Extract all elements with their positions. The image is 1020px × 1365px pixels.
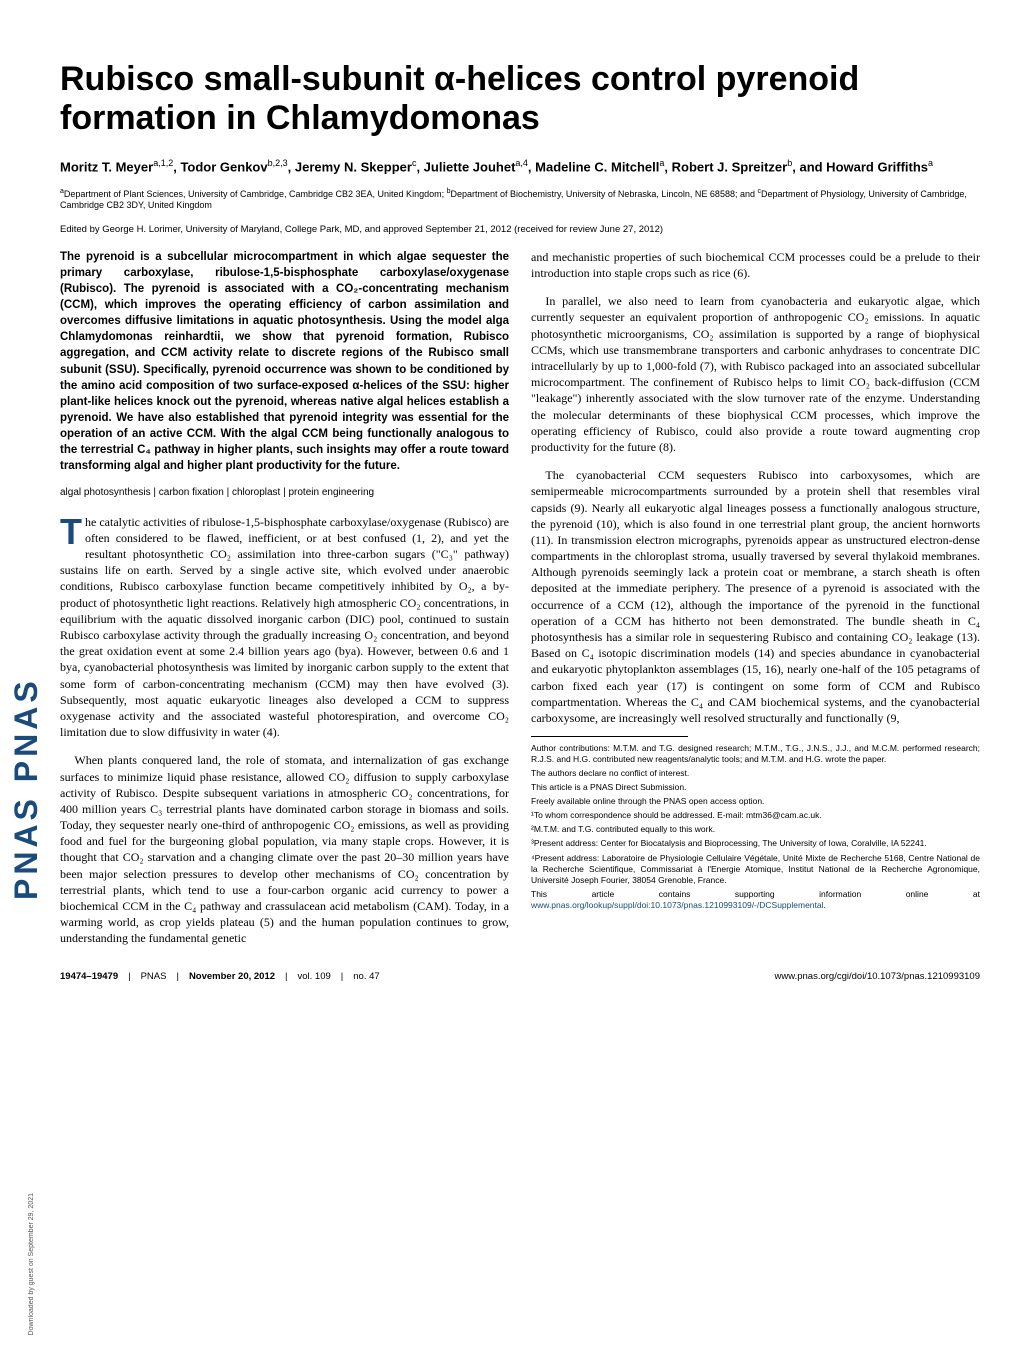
fn-supplemental: This article contains supporting informa…: [531, 889, 980, 911]
fn-conflict: The authors declare no conflict of inter…: [531, 768, 980, 779]
fn-correspondence: ¹To whom correspondence should be addres…: [531, 810, 980, 821]
author-list: Moritz T. Meyera,1,2, Todor Genkovb,2,3,…: [60, 158, 980, 174]
footnotes: Author contributions: M.T.M. and T.G. de…: [531, 743, 980, 911]
edited-by: Edited by George H. Lorimer, University …: [60, 224, 980, 235]
affiliations: aDepartment of Plant Sciences, Universit…: [60, 187, 980, 212]
abstract: The pyrenoid is a subcellular microcompa…: [60, 249, 509, 474]
pnas-brand-sidebar: PNAS PNAS: [8, 100, 38, 900]
footer-date: November 20, 2012: [189, 971, 275, 982]
body-para-2: When plants conquered land, the role of …: [60, 752, 509, 946]
fn-contributions: Author contributions: M.T.M. and T.G. de…: [531, 743, 980, 765]
fn-present-address-4: ⁴Present address: Laboratoire de Physiol…: [531, 853, 980, 886]
article-page: Rubisco small-subunit α-helices control …: [60, 0, 980, 1012]
article-title: Rubisco small-subunit α-helices control …: [60, 60, 980, 138]
fn-present-address-3: ³Present address: Center for Biocatalysi…: [531, 838, 980, 849]
footer-journal: PNAS: [141, 971, 167, 982]
fn-equal-contribution: ²M.T.M. and T.G. contributed equally to …: [531, 824, 980, 835]
footer-left: 19474–19479 | PNAS | November 20, 2012 |…: [60, 971, 380, 982]
footer-issue: no. 47: [353, 971, 379, 982]
keywords: algal photosynthesis | carbon fixation |…: [60, 486, 509, 500]
footer-pages: 19474–19479: [60, 971, 118, 982]
body-para-5: The cyanobacterial CCM sequesters Rubisc…: [531, 467, 980, 726]
page-footer: 19474–19479 | PNAS | November 20, 2012 |…: [60, 965, 980, 982]
body-para-3: and mechanistic properties of such bioch…: [531, 249, 980, 281]
article-body: The pyrenoid is a subcellular microcompa…: [60, 249, 980, 947]
fn-direct-submission: This article is a PNAS Direct Submission…: [531, 782, 980, 793]
body-para-4: In parallel, we also need to learn from …: [531, 293, 980, 455]
fn-open-access: Freely available online through the PNAS…: [531, 796, 980, 807]
footnotes-rule: [531, 736, 688, 737]
footer-doi: www.pnas.org/cgi/doi/10.1073/pnas.121099…: [775, 971, 980, 982]
dropcap: T: [60, 514, 85, 548]
body-para-1-text: he catalytic activities of ribulose-1,5-…: [60, 515, 509, 739]
supplemental-link[interactable]: www.pnas.org/lookup/suppl/doi:10.1073/pn…: [531, 900, 824, 910]
footer-vol: vol. 109: [298, 971, 331, 982]
body-para-1: The catalytic activities of ribulose-1,5…: [60, 514, 509, 741]
download-note: Downloaded by guest on September 29, 202…: [28, 1193, 35, 1335]
